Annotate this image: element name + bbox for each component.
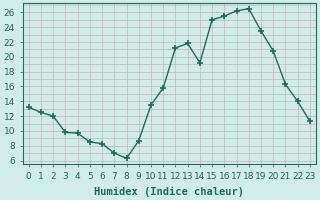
X-axis label: Humidex (Indice chaleur): Humidex (Indice chaleur) bbox=[94, 186, 244, 197]
